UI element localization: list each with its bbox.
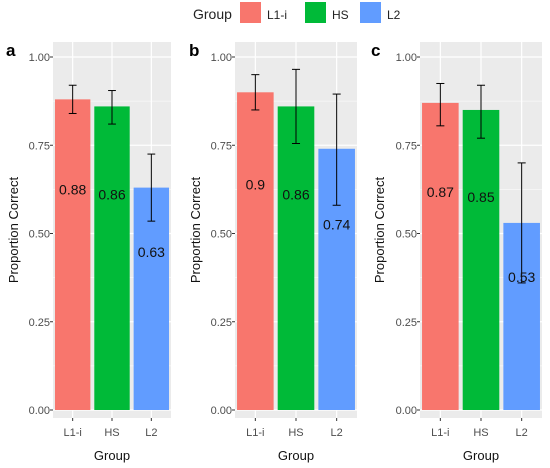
- value-label-l1-i: 0.88: [59, 181, 86, 197]
- error-bar-l1-i: [436, 82, 445, 127]
- error-bar-l1-i: [251, 74, 260, 111]
- y-tick-label: 0.75: [396, 140, 417, 152]
- value-label-hs: 0.86: [282, 186, 309, 202]
- x-tick-label: L2: [516, 427, 528, 439]
- x-tick-label: L1-i: [431, 427, 449, 439]
- bar-l2: [133, 187, 170, 410]
- x-axis-title: Group: [94, 448, 130, 463]
- bar-hs: [94, 106, 130, 411]
- y-tick-label: 0.50: [29, 229, 50, 241]
- x-tick-label: L1-i: [246, 427, 264, 439]
- legend-label-l2: L2: [387, 8, 401, 22]
- panel-label: c: [371, 41, 380, 60]
- y-tick-label: 0.00: [29, 405, 50, 417]
- error-bar-l2: [147, 153, 156, 222]
- value-label-l1-i: 0.87: [427, 184, 454, 200]
- value-label-l1-i: 0.9: [246, 176, 266, 192]
- bar-l1-i: [422, 102, 459, 410]
- value-label-hs: 0.86: [98, 186, 125, 202]
- value-label-l2: 0.63: [138, 244, 165, 260]
- legend-key-l1-i: [240, 2, 261, 23]
- y-axis-title: Proportion Correct: [188, 177, 203, 284]
- panel-a: 0.00 0.25 0.50 0.75 1.00 0.88 L1-i 0.86 HS 0.63 L2…: [6, 41, 171, 463]
- y-tick-label: 0.00: [396, 405, 417, 417]
- legend-label-hs: HS: [332, 8, 349, 22]
- legend-label-l1-i: L1-i: [267, 8, 287, 22]
- x-tick-label: HS: [104, 427, 119, 439]
- error-bar-hs: [108, 90, 116, 125]
- x-tick-label: L2: [331, 427, 343, 439]
- error-bar-l1-i: [68, 84, 77, 114]
- y-tick-label: 1.00: [29, 52, 50, 64]
- panel-label: b: [189, 41, 199, 60]
- panel-c: 0.00 0.25 0.50 0.75 1.00 0.87 L1-i 0.85 HS 0.53 L2…: [371, 41, 542, 463]
- bar-l1-i: [54, 99, 91, 411]
- error-bar-l2: [332, 93, 341, 206]
- legend: Group L1-i HS L2: [193, 2, 401, 23]
- y-tick-label: 0.75: [29, 140, 50, 152]
- chart-panels: 0.00 0.25 0.50 0.75 1.00 0.88 L1-i 0.86 HS 0.63 L2…: [6, 41, 542, 463]
- y-tick-label: 0.25: [29, 317, 50, 329]
- y-tick-label: 0.25: [396, 317, 417, 329]
- error-bar-l2: [517, 162, 526, 284]
- y-tick-label: 0.75: [211, 140, 232, 152]
- bar-hs: [277, 106, 315, 411]
- y-tick-label: 0.25: [211, 317, 232, 329]
- legend-key-hs: [305, 2, 326, 23]
- bar-l1-i: [237, 92, 274, 411]
- panel-label: a: [6, 41, 16, 60]
- x-axis-title: Group: [278, 448, 314, 463]
- error-bar-hs: [476, 84, 486, 139]
- y-tick-label: 1.00: [396, 52, 417, 64]
- y-tick-label: 0.50: [396, 229, 417, 241]
- value-label-l2: 0.74: [323, 217, 350, 233]
- y-tick-label: 0.00: [211, 405, 232, 417]
- y-axis-title: Proportion Correct: [372, 177, 387, 284]
- value-label-hs: 0.85: [467, 189, 494, 205]
- y-axis-title: Proportion Correct: [6, 177, 21, 284]
- x-axis-title: Group: [463, 448, 499, 463]
- y-tick-label: 1.00: [211, 52, 232, 64]
- legend-title: Group: [193, 6, 232, 22]
- x-tick-label: L2: [145, 427, 157, 439]
- panel-b: 0.00 0.25 0.50 0.75 1.00 0.9 L1-i 0.86 HS 0.74 L2 b…: [188, 41, 357, 463]
- bar-hs: [462, 109, 500, 410]
- y-tick-label: 0.50: [211, 229, 232, 241]
- legend-key-l2: [360, 2, 381, 23]
- x-tick-label: HS: [473, 427, 488, 439]
- value-label-l2: 0.53: [508, 269, 535, 285]
- x-tick-label: L1-i: [63, 427, 81, 439]
- x-tick-label: HS: [288, 427, 303, 439]
- error-bar-hs: [291, 68, 301, 144]
